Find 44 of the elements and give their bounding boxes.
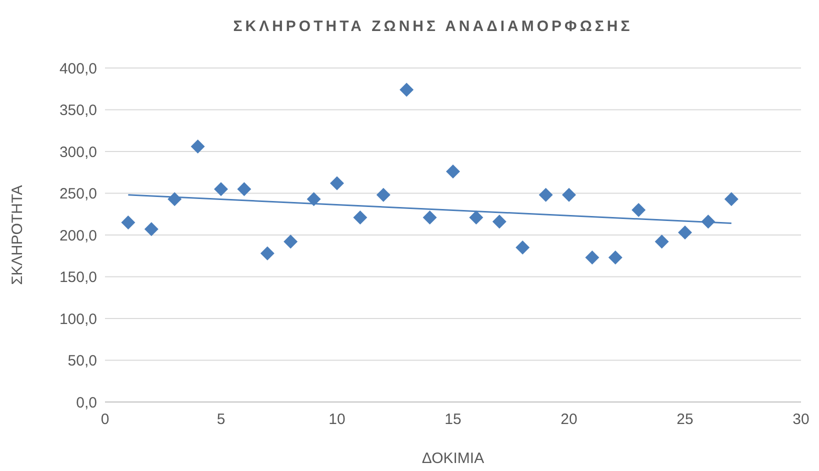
point: [214, 182, 228, 196]
point: [724, 192, 738, 206]
y-tick-label: 100,0: [59, 310, 97, 328]
point: [121, 215, 136, 230]
point: [678, 225, 692, 240]
point: [469, 210, 484, 224]
point: [422, 210, 437, 224]
point: [190, 139, 205, 154]
x-tick-label: 30: [792, 411, 810, 428]
point: [260, 246, 274, 260]
point: [306, 192, 321, 206]
x-tick-label: 20: [560, 411, 578, 428]
point: [446, 164, 460, 179]
point: [144, 222, 158, 236]
y-tick-label: 50,0: [68, 352, 97, 370]
point: [376, 188, 390, 202]
x-tick-label: 10: [328, 411, 346, 428]
point: [237, 182, 252, 196]
x-tick-label: 5: [216, 411, 226, 428]
point: [284, 234, 298, 249]
y-tick-label: 300,0: [59, 144, 97, 161]
point: [330, 176, 344, 190]
y-tick-label: 200,0: [59, 227, 97, 244]
point: [492, 214, 506, 229]
y-tick-label: 400,0: [59, 60, 97, 78]
x-tick-label: 25: [676, 411, 694, 428]
point: [632, 202, 646, 217]
point: [516, 240, 530, 255]
x-axis-title: ΔΟΚΙΜΙΑ: [422, 450, 484, 467]
chart-title: ΣΚΛΗΡΟΤΗΤΑ ΖΩΝΗΣ ΑΝΑΔΙΑΜΟΡΦΩΣΗΣ: [233, 18, 633, 35]
point: [654, 234, 669, 249]
point: [608, 250, 622, 265]
point: [400, 82, 414, 97]
y-axis-title: ΣΚΛΗΡΟΤΗΤΑ: [9, 185, 26, 285]
x-tick-label: 0: [100, 411, 110, 428]
point: [562, 188, 576, 202]
x-tick-label: 15: [444, 411, 462, 428]
y-tick-label: 0,0: [76, 394, 97, 412]
point: [353, 210, 368, 224]
y-tick-label: 150,0: [59, 269, 97, 286]
y-tick-label: 250,0: [59, 186, 97, 202]
point: [585, 250, 600, 265]
y-tick-label: 350,0: [59, 102, 97, 119]
point: [538, 188, 553, 202]
